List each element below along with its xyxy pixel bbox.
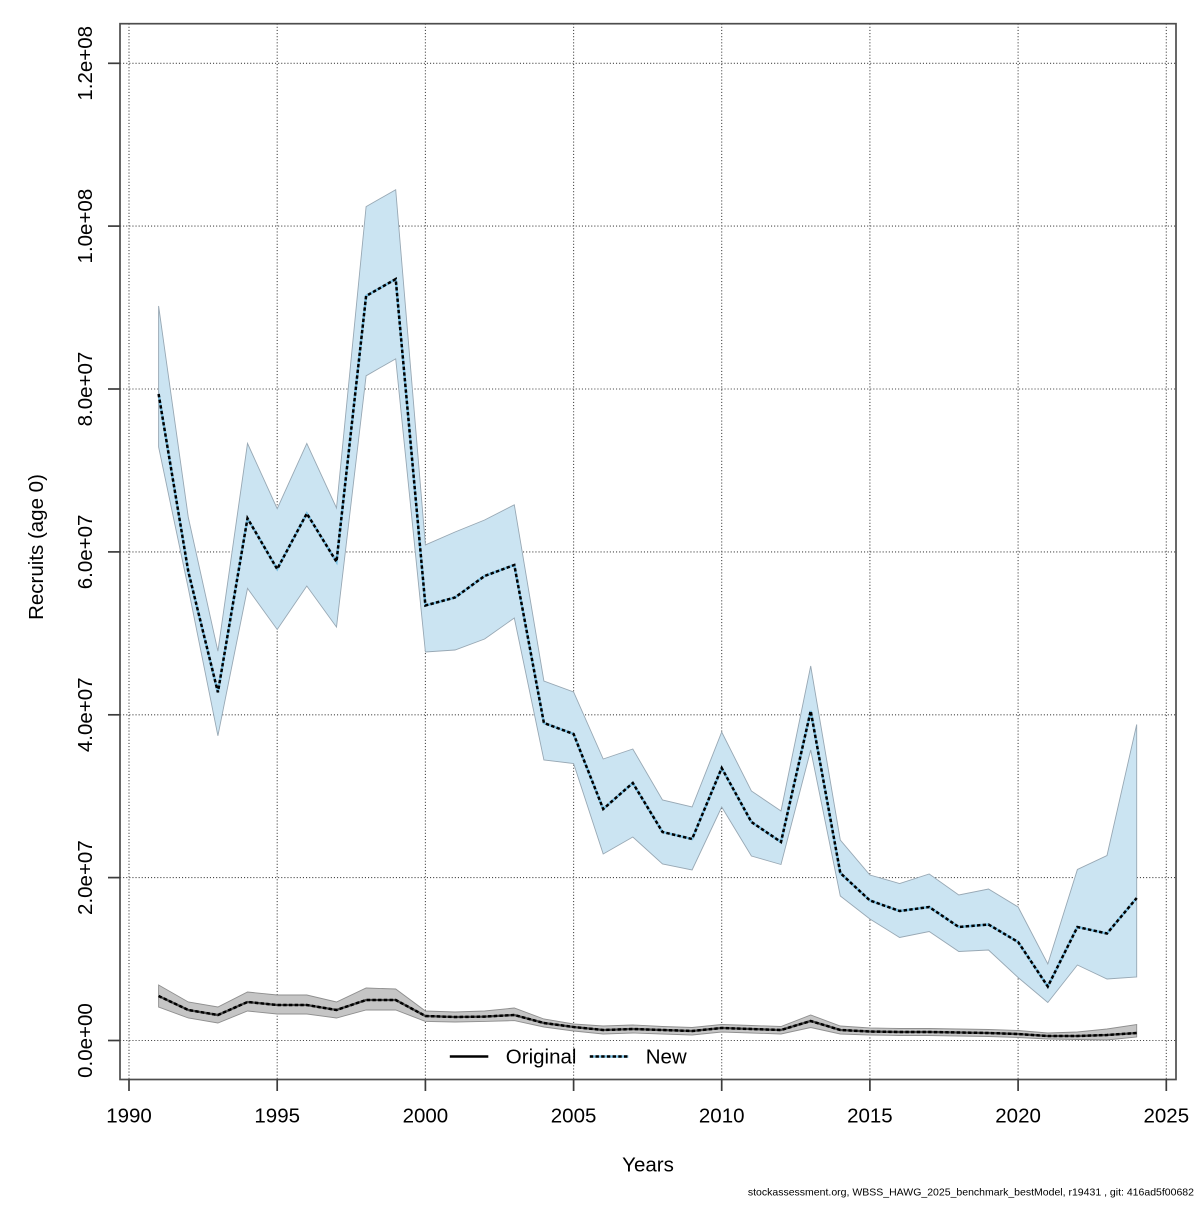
svg-text:Years: Years bbox=[622, 1154, 674, 1177]
svg-text:Original: Original bbox=[506, 1046, 577, 1069]
svg-text:2.0e+07: 2.0e+07 bbox=[74, 840, 97, 915]
svg-text:2025: 2025 bbox=[1143, 1105, 1189, 1128]
svg-text:2020: 2020 bbox=[995, 1105, 1041, 1128]
svg-text:stockassessment.org, WBSS_HAWG: stockassessment.org, WBSS_HAWG_2025_benc… bbox=[748, 1187, 1194, 1199]
svg-text:6.0e+07: 6.0e+07 bbox=[74, 515, 97, 590]
svg-text:Recruits (age 0): Recruits (age 0) bbox=[25, 474, 48, 620]
svg-text:0.0e+00: 0.0e+00 bbox=[74, 1003, 97, 1078]
svg-text:2005: 2005 bbox=[551, 1105, 597, 1128]
svg-text:4.0e+07: 4.0e+07 bbox=[74, 677, 97, 752]
svg-text:8.0e+07: 8.0e+07 bbox=[74, 352, 97, 427]
svg-text:1.2e+08: 1.2e+08 bbox=[74, 26, 97, 101]
svg-text:2000: 2000 bbox=[403, 1105, 449, 1128]
svg-text:1.0e+08: 1.0e+08 bbox=[74, 189, 97, 264]
svg-text:1990: 1990 bbox=[106, 1105, 152, 1128]
svg-text:2010: 2010 bbox=[699, 1105, 745, 1128]
svg-text:New: New bbox=[646, 1046, 687, 1069]
svg-text:1995: 1995 bbox=[254, 1105, 300, 1128]
svg-text:2015: 2015 bbox=[847, 1105, 893, 1128]
